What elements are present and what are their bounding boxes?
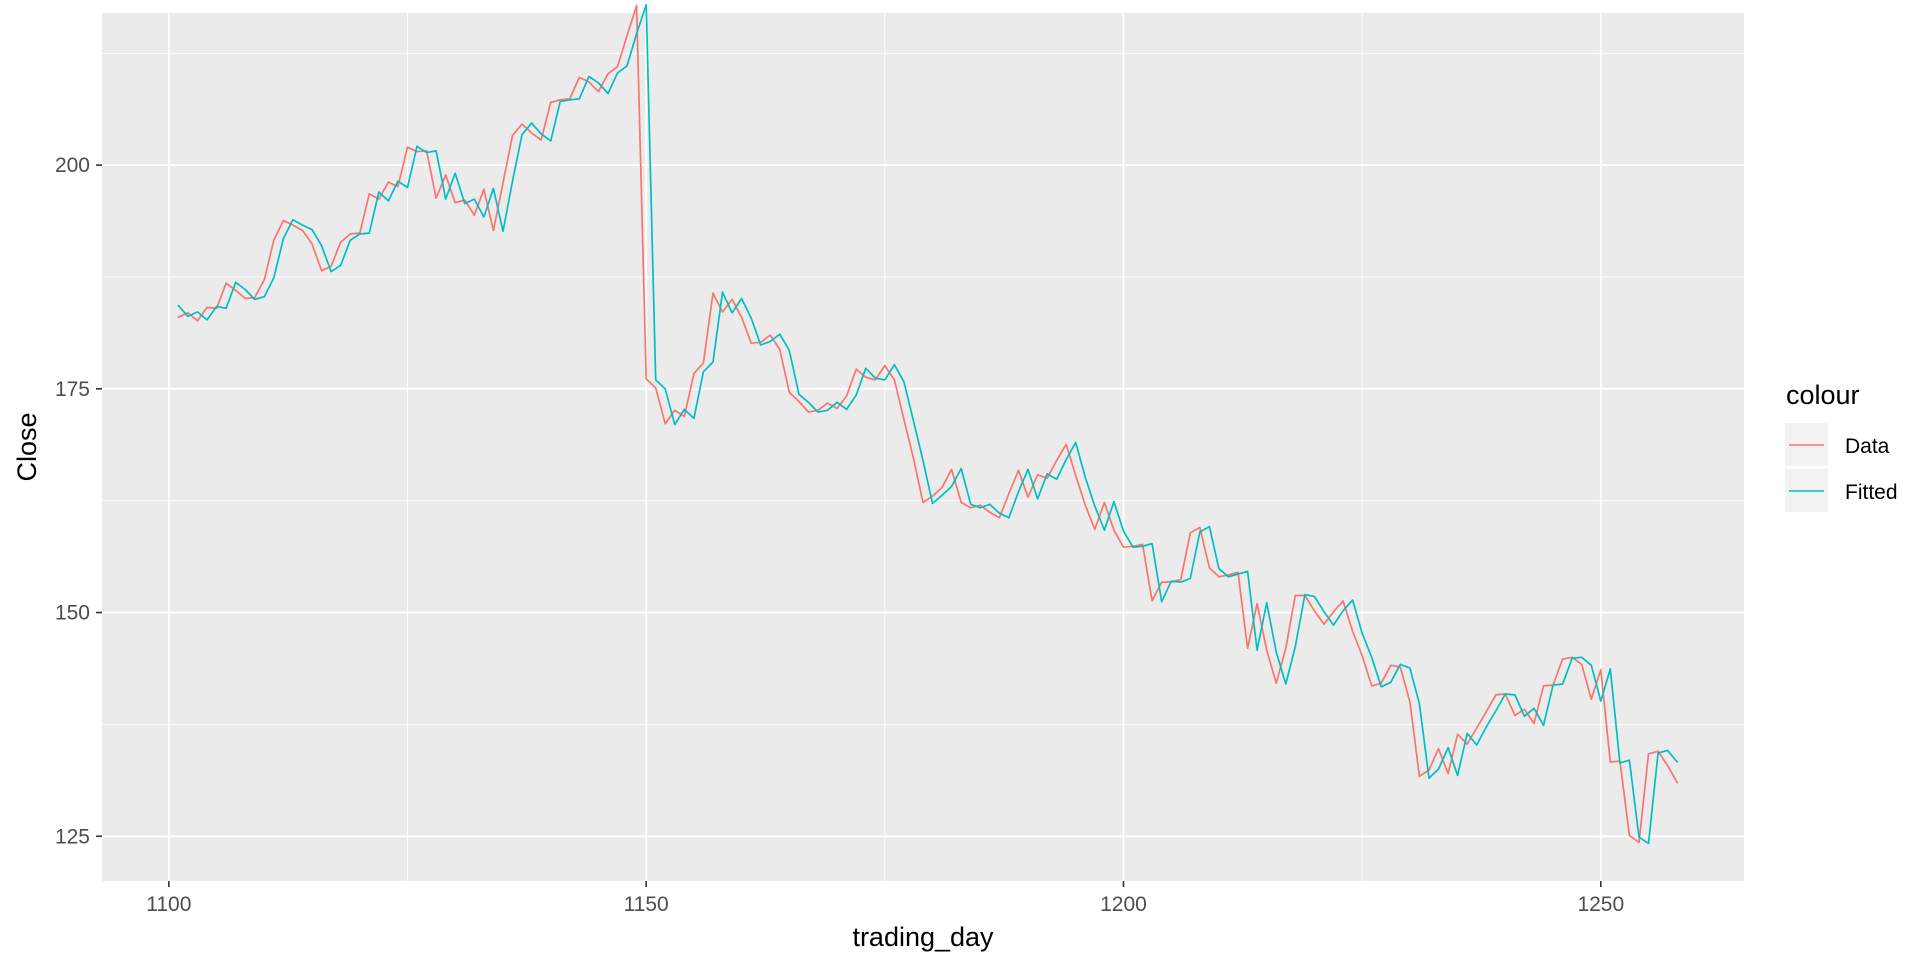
legend-label-data: Data (1845, 435, 1890, 458)
legend-label-fitted: Fitted (1845, 481, 1898, 504)
x-tick-label: 1250 (1577, 893, 1624, 916)
series-layer (177, 4, 1679, 845)
legend: colour Data Fitted (1785, 380, 1898, 512)
plot-panel (102, 13, 1744, 881)
tick-labels: 1100 1150 1200 1250 125 150 175 200 (55, 154, 1624, 916)
y-tick-label: 150 (55, 602, 90, 625)
y-tick-label: 200 (55, 154, 90, 177)
legend-title: colour (1786, 380, 1860, 410)
series-line-fitted (177, 4, 1679, 845)
y-axis-title: Close (12, 412, 42, 481)
y-tick-label: 175 (55, 378, 90, 401)
axis-ticks (96, 164, 1602, 887)
major-gridlines (102, 13, 1744, 881)
x-axis-title: trading_day (852, 922, 994, 952)
x-tick-label: 1200 (1100, 893, 1147, 916)
y-tick-label: 125 (55, 825, 90, 848)
x-tick-label: 1100 (146, 893, 191, 916)
x-tick-label: 1150 (624, 893, 669, 916)
